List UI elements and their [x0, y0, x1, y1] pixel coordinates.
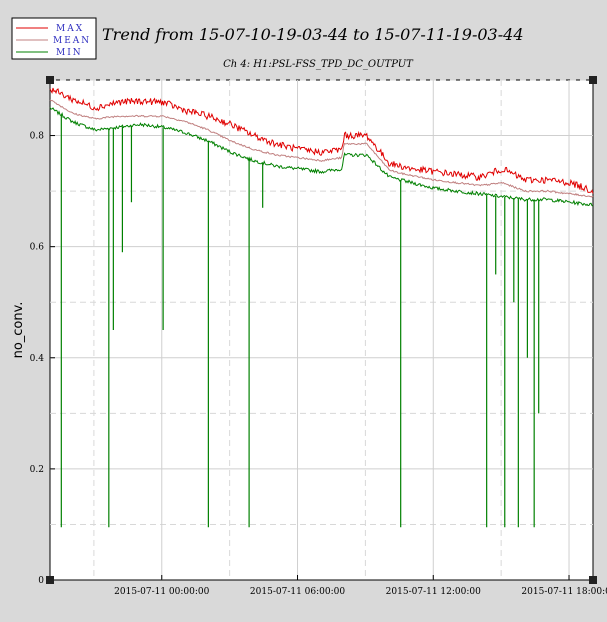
corner-handle-bl[interactable]: [46, 576, 54, 584]
y-tick-label: 0: [38, 576, 44, 586]
legend: MAX MEAN MIN: [11, 17, 97, 60]
grid: [50, 79, 593, 580]
x-tick-label: 2015-07-11 12:00:00: [386, 587, 481, 597]
corner-handle-tr[interactable]: [589, 76, 597, 84]
y-tick-label: 0.8: [30, 132, 45, 142]
y-axis-label: no_conv.: [11, 302, 26, 359]
chart-title: Trend from 15-07-10-19-03-44 to 15-07-11…: [102, 25, 524, 44]
x-tick-label: 2015-07-11 18:00:00: [521, 587, 607, 597]
series-max-line: [49, 87, 594, 194]
y-tick-label: 0.4: [30, 354, 45, 364]
y-tick-label: 0.2: [30, 465, 44, 475]
corner-handles: [46, 76, 597, 584]
chart-subtitle: Ch 4: H1:PSL-FSS_TPD_DC_OUTPUT: [223, 59, 414, 70]
corner-handle-br[interactable]: [589, 576, 597, 584]
axes: 0 0.2 0.4 0.6 0.8 2015-07-11 00:00:00 2015-07-…: [30, 132, 607, 597]
series-min-line: [49, 107, 594, 207]
x-tick-label: 2015-07-11 06:00:00: [250, 587, 345, 597]
corner-handle-tl[interactable]: [46, 76, 54, 84]
legend-max-label: MAX: [56, 24, 84, 34]
series-mean-line: [49, 99, 594, 198]
y-tick-label: 0.6: [30, 243, 45, 253]
legend-mean-label: MEAN: [53, 36, 91, 46]
series-layer: [49, 87, 594, 528]
legend-min-label: MIN: [56, 48, 83, 58]
x-tick-label: 2015-07-11 00:00:00: [114, 587, 209, 597]
